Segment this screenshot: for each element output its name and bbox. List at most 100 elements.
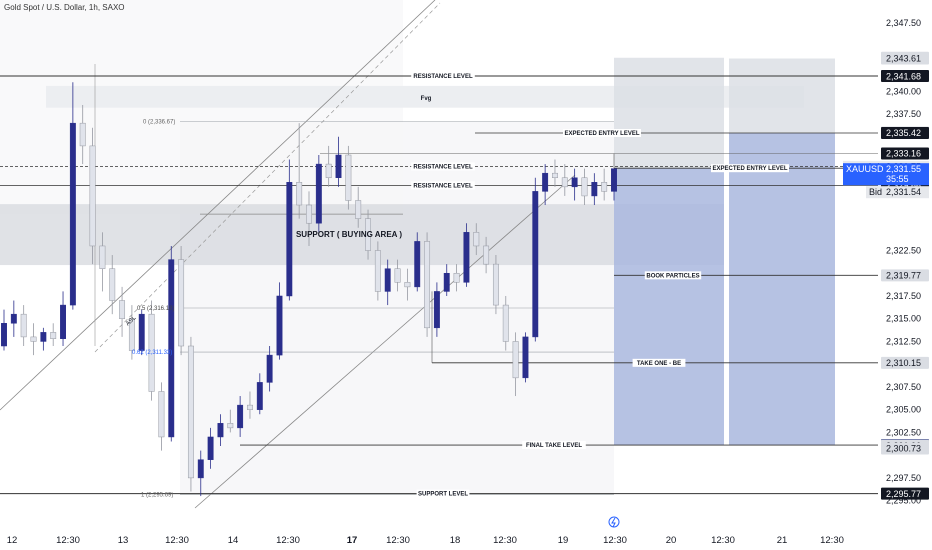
level-label-bg-8 [416, 489, 470, 498]
level-labels: RESISTANCE LEVEL EXPECTED ENTRY LEVEL RESI… [125, 72, 789, 498]
level-label-0: RESISTANCE LEVEL [413, 74, 473, 80]
level-label-bg-3 [711, 164, 789, 173]
price-tick-label: 2,317.50 [886, 291, 921, 301]
candle-body [138, 313, 145, 351]
price-tag-bg [881, 126, 929, 139]
symbol-label: XAUUSD [846, 164, 884, 174]
candle-body [266, 354, 273, 383]
target-zone-2 [729, 132, 835, 446]
level-label-bg-6 [632, 358, 686, 367]
candle-body [60, 304, 66, 339]
candle-body [69, 122, 76, 306]
candle-body [384, 268, 391, 292]
price-tick-label: 2,347.50 [886, 18, 921, 28]
time-tick-label: 12:30 [493, 535, 517, 546]
candle-body [512, 341, 519, 379]
price-tag-bg [881, 442, 929, 455]
price-tick-label: 2,305.00 [886, 405, 921, 415]
candle-body [187, 345, 194, 479]
candles[interactable] [1, 82, 617, 497]
level-label-bg-7 [522, 441, 586, 450]
level-label-1: EXPECTED ENTRY LEVEL [564, 131, 639, 137]
bid-label: Bid [869, 187, 882, 197]
time-tick-label: 12:30 [56, 535, 80, 546]
level-lines [0, 0, 878, 509]
candle-body [611, 168, 617, 192]
time-tick-label: 12:30 [276, 535, 300, 546]
candle-body [109, 268, 116, 301]
time-tick-label: 12 [7, 535, 18, 546]
candle-body [148, 313, 155, 392]
price-tag-bg [881, 147, 929, 160]
level-label-7: FINAL TAKE LEVEL [526, 443, 582, 449]
chart-title: Gold Spot / U.S. Dollar, 1h, SAXO [4, 3, 125, 12]
price-tick-label: 2,297.50 [886, 473, 921, 483]
price-tick-label: 2,337.50 [886, 109, 921, 119]
candle-body [168, 259, 175, 438]
level-label-bg-0 [411, 72, 475, 81]
candle-body [453, 272, 460, 283]
price-axis[interactable]: 2,347.50 2,340.00 2,337.50 2,322.50 2,317.50… [843, 0, 932, 550]
candle-body [247, 404, 253, 410]
time-tick-label: 19 [558, 535, 569, 546]
candle-body [355, 200, 362, 219]
time-axis[interactable]: 12 12:30 13 12:30 14 12:30 17 12:30 18 12:30 19 12:… [0, 516, 932, 550]
price-tag-1: 2,343.61 [886, 54, 921, 64]
time-tick-label: 18 [450, 535, 461, 546]
level-label-2: RESISTANCE LEVEL [413, 164, 473, 170]
price-tag-2: 2,341.68 [886, 71, 921, 81]
candle-body [197, 459, 204, 479]
lightning-icon [611, 517, 616, 528]
price-tick-label: 2,340.00 [886, 86, 921, 96]
channel-upper-line [0, 0, 436, 411]
candle-body [522, 336, 529, 379]
bid-value: 2,331.54 [886, 187, 921, 197]
time-tick-label: 20 [666, 535, 677, 546]
candle-body [601, 182, 608, 192]
candle-body [40, 332, 47, 342]
price-tag-bg [881, 70, 929, 83]
stop-zone-1 [614, 57, 724, 169]
candle-body [256, 382, 263, 410]
time-tick-label: 13 [118, 535, 129, 546]
bid-row-bg [866, 186, 929, 199]
candle-body [404, 282, 411, 288]
candle-body [502, 304, 509, 342]
candle-body [581, 177, 588, 197]
level-label-bg-5 [644, 271, 702, 280]
candle-body [542, 172, 549, 192]
fvg-label: Fvg [421, 96, 432, 102]
candle-body [345, 154, 352, 201]
candle-body [414, 241, 421, 288]
time-axis-bg [0, 520, 932, 550]
candle-body [335, 154, 342, 178]
level-label-bg-1 [563, 128, 641, 137]
candle-body [128, 318, 135, 351]
candle-body [207, 436, 214, 460]
candle-body [532, 191, 539, 338]
candle-body [492, 263, 499, 306]
candle-body [30, 336, 37, 342]
candle-body [20, 313, 27, 338]
price-tag-8: 2,329.66 [886, 181, 921, 191]
fib-05-label: 0.5 (2,316.18) [137, 306, 174, 312]
candle-body [286, 182, 293, 297]
fib-062-label: 0.62 (2,311.33) [132, 350, 172, 356]
event-icon [608, 516, 620, 528]
candle-body [50, 332, 57, 339]
candle-body [237, 404, 244, 429]
candle-body [552, 172, 558, 178]
candle-body [276, 295, 283, 356]
candle-body [591, 182, 598, 197]
price-tag-10: 2,310.15 [886, 358, 921, 368]
candle-body [463, 232, 470, 283]
level-label-bg-4 [411, 181, 475, 190]
candle-body [571, 177, 578, 188]
price-tag-bg [881, 356, 929, 369]
price-tick-label: 2,302.50 [886, 427, 921, 437]
support-zone-label: SUPPORT ( BUYING AREA ) [296, 230, 402, 239]
price-tag-9: 2,319.77 [886, 271, 921, 281]
candle-body [483, 245, 490, 265]
last-price-tag [843, 163, 929, 186]
